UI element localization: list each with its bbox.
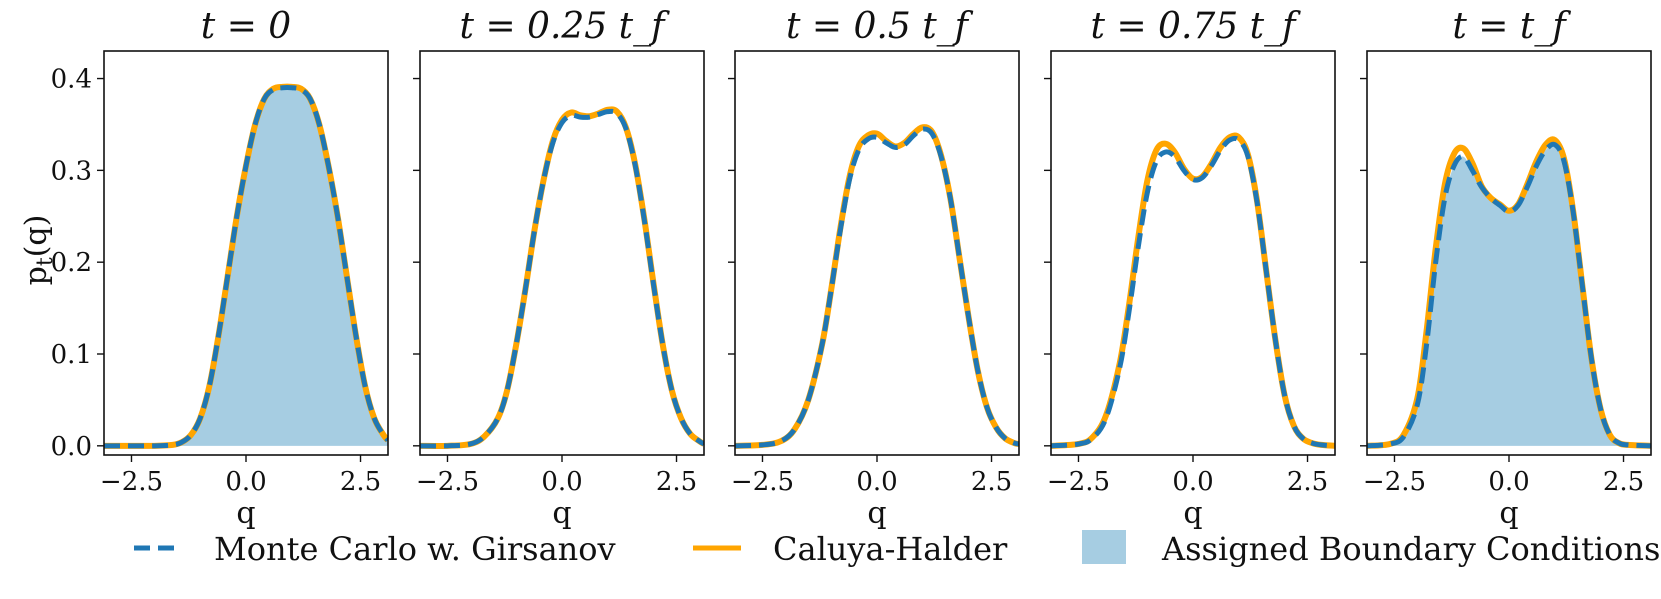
x-axis-label: q xyxy=(867,496,886,531)
legend-entry: Caluya-Halder xyxy=(693,530,1008,568)
y-tick-label: 0.1 xyxy=(51,340,92,370)
panel-3: t = 0.5 t_f −2.5 0.0 2.5 q xyxy=(728,6,1020,531)
x-tick-label: −2.5 xyxy=(731,467,794,497)
panel-title: t = 0 xyxy=(201,6,291,47)
y-tick-label: 0.0 xyxy=(51,432,92,462)
y-tick-label: 0.2 xyxy=(51,248,92,278)
panel-4: t = 0.75 t_f −2.5 0.0 2.5 q xyxy=(1044,6,1336,531)
axes-frame xyxy=(1050,50,1336,456)
x-tick-label: −2.5 xyxy=(1363,467,1426,497)
x-tick-label: 0.0 xyxy=(1488,467,1529,497)
x-tick-label: 2.5 xyxy=(971,467,1012,497)
panel-title: t = 0.25 t_f xyxy=(460,6,671,47)
x-tick-label: 2.5 xyxy=(340,467,381,497)
panel-5: t = t_f −2.5 0.0 2.5 q xyxy=(1360,6,1652,531)
legend-label: Monte Carlo w. Girsanov xyxy=(214,530,616,568)
series-caluya-halder xyxy=(420,106,704,449)
x-tick-label: 2.5 xyxy=(1287,467,1328,497)
panel-title: t = 0.5 t_f xyxy=(786,6,974,47)
panel-1: t = 0−2.5 0.0 2.5q0.00.10.20.30.4 xyxy=(51,6,389,531)
x-tick-label: 0.0 xyxy=(856,467,897,497)
x-tick-label: −2.5 xyxy=(416,467,479,497)
x-tick-label: 0.0 xyxy=(225,467,266,497)
x-tick-label: −2.5 xyxy=(100,467,163,497)
panels-group: t = 0−2.5 0.0 2.5q0.00.10.20.30.4t = 0.25 … xyxy=(51,6,1652,531)
y-axis-label: pt(q) xyxy=(19,215,58,286)
x-tick-label: 0.0 xyxy=(1172,467,1213,497)
x-tick-label: 0.0 xyxy=(541,467,582,497)
x-tick-label: −2.5 xyxy=(1047,467,1110,497)
panel-2: t = 0.25 t_f −2.5 0.0 2.5 q xyxy=(413,6,705,531)
x-tick-label: 2.5 xyxy=(656,467,697,497)
axes-frame xyxy=(734,50,1020,456)
panel-title: t = 0.75 t_f xyxy=(1091,6,1302,47)
legend-label: Assigned Boundary Conditions xyxy=(1161,530,1660,568)
series-monte-carlo xyxy=(735,126,1019,449)
x-axis-label: q xyxy=(552,496,571,531)
boundary-condition-area xyxy=(104,87,388,446)
y-tick-label: 0.3 xyxy=(51,156,92,186)
x-tick-label: 2.5 xyxy=(1603,467,1644,497)
panel-title: t = t_f xyxy=(1452,6,1571,47)
legend-swatch-fill xyxy=(1082,530,1126,564)
series-monte-carlo xyxy=(420,108,704,449)
axes-frame xyxy=(419,50,705,456)
legend-entry: Assigned Boundary Conditions xyxy=(1082,530,1660,568)
x-axis-label: q xyxy=(1183,496,1202,531)
series-monte-carlo xyxy=(104,84,388,449)
series-caluya-halder xyxy=(735,124,1019,449)
x-axis-label: q xyxy=(1499,496,1518,531)
x-axis-label: q xyxy=(236,496,255,531)
boundary-condition-area xyxy=(1367,144,1651,446)
legend: Monte Carlo w. Girsanov Caluya-Halder Assi… xyxy=(134,530,1660,568)
y-tick-label: 0.4 xyxy=(51,65,92,95)
legend-label: Caluya-Halder xyxy=(773,530,1008,568)
series-monte-carlo xyxy=(1051,135,1335,449)
series-monte-carlo xyxy=(1367,141,1651,449)
legend-entry: Monte Carlo w. Girsanov xyxy=(134,530,616,568)
